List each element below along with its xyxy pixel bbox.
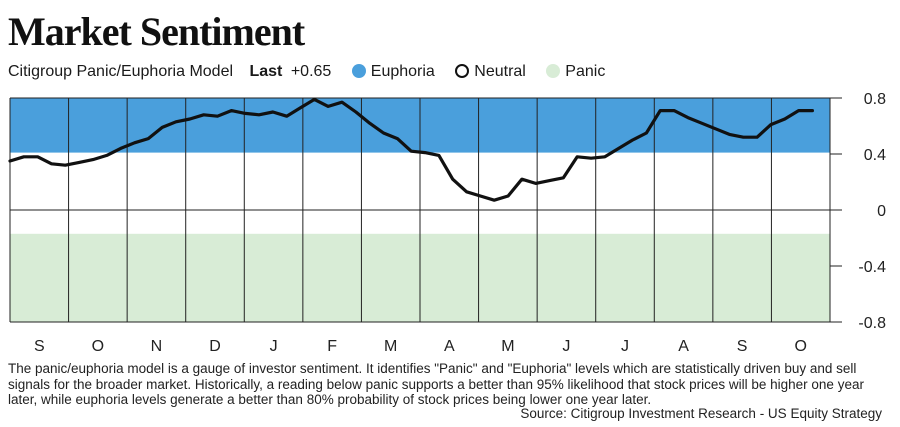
legend-panic-label: Panic — [565, 63, 606, 80]
last-label: Last — [249, 63, 283, 80]
y-tick-label: -0.8 — [858, 315, 886, 332]
source-note: Source: Citigroup Investment Research - … — [520, 406, 882, 421]
chart-subtitle: Citigroup Panic/Euphoria Model — [8, 63, 234, 80]
y-tick-label: -0.4 — [858, 259, 886, 276]
legend-panic: Panic — [546, 63, 605, 80]
x-tick-label: M — [501, 338, 514, 355]
legend-neutral-label: Neutral — [474, 63, 526, 80]
x-tick-label: J — [621, 338, 629, 355]
x-tick-label: F — [327, 338, 337, 355]
x-tick-label: M — [384, 338, 397, 355]
x-tick-label: A — [678, 338, 689, 355]
x-tick-label: S — [34, 338, 45, 355]
y-tick-label: 0.8 — [864, 91, 886, 108]
series-line — [8, 97, 814, 202]
legend-neutral: Neutral — [455, 63, 530, 80]
x-tick-label: A — [444, 338, 455, 355]
footnote: The panic/euphoria model is a gauge of i… — [8, 361, 864, 407]
x-tick-label: O — [794, 338, 806, 355]
y-tick-label: 0.4 — [864, 147, 886, 164]
y-tick-label: 0 — [877, 203, 886, 220]
x-tick-label: J — [562, 338, 570, 355]
subtitle-row: Citigroup Panic/Euphoria Model Last +0.6… — [8, 62, 605, 82]
x-tick-label: N — [151, 338, 163, 355]
legend-euphoria: Euphoria — [351, 63, 440, 80]
x-tick-label: S — [737, 338, 748, 355]
panic-swatch — [546, 64, 561, 78]
last-value: +0.65 — [290, 63, 332, 80]
neutral-swatch — [455, 64, 470, 78]
line-chart: 0.8 0.4 0 -0.4 -0.8 S O N D J F M A M J J A S O — [8, 91, 886, 355]
x-tick-label: O — [92, 338, 104, 355]
x-tick-label: J — [270, 338, 278, 355]
euphoria-swatch — [351, 64, 366, 78]
legend-euphoria-label: Euphoria — [370, 63, 435, 80]
chart-title: Market Sentiment — [8, 9, 305, 54]
x-tick-label: D — [209, 338, 221, 355]
